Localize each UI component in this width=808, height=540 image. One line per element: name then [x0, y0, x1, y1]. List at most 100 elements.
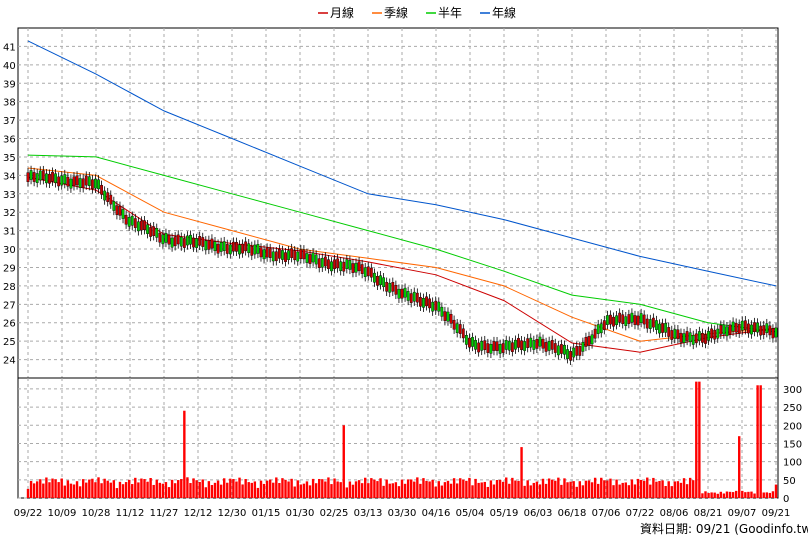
volume-tick-label: 150: [783, 439, 802, 450]
volume-bar: [342, 425, 345, 498]
candle-body: [256, 244, 260, 254]
candle-body: [189, 234, 192, 245]
volume-bar: [566, 482, 569, 498]
volume-bar: [72, 484, 76, 498]
candle-body: [284, 252, 287, 262]
volume-bar: [256, 487, 260, 498]
volume-bar: [152, 484, 155, 498]
candle-body: [94, 178, 97, 189]
candle-body: [336, 258, 340, 269]
candle-body: [425, 296, 428, 307]
candle-body: [498, 344, 502, 354]
ma-quarter-line: [27, 167, 777, 342]
candle-body: [198, 235, 202, 246]
volume-bar: [293, 486, 296, 498]
volume-bar: [695, 381, 698, 498]
ma-half-line: [27, 154, 777, 333]
volume-bar: [63, 485, 66, 498]
volume-bar: [639, 479, 643, 498]
volume-bar: [60, 478, 63, 498]
candle-body: [412, 291, 416, 302]
candle-body: [560, 344, 563, 354]
candle-body: [250, 246, 254, 256]
candle-body: [231, 241, 235, 252]
volume-bar: [219, 484, 223, 498]
candle-body: [740, 320, 744, 331]
candle-body: [299, 249, 303, 260]
candle-body: [391, 282, 395, 292]
candle-body: [544, 342, 548, 352]
candle-body: [510, 342, 514, 352]
volume-bar: [253, 481, 257, 498]
candle-body: [265, 247, 269, 258]
volume-bar: [658, 480, 661, 498]
candle-body: [397, 288, 401, 299]
candle-body: [385, 281, 389, 292]
candle-body: [434, 300, 438, 311]
candle-body: [287, 250, 290, 260]
volume-bar: [26, 488, 30, 498]
volume-bar: [517, 480, 520, 498]
volume-bar: [204, 487, 208, 498]
volume-bar: [655, 481, 658, 498]
volume-bar: [630, 479, 634, 498]
candle-body: [376, 275, 379, 286]
price-tick-label: 34: [3, 171, 16, 182]
candle-body: [176, 234, 180, 245]
volume-bar: [250, 482, 253, 498]
volume-bar: [422, 478, 425, 498]
candle-body: [507, 340, 511, 351]
candle-body: [124, 214, 128, 225]
volume-bar: [474, 478, 477, 498]
candle-body: [87, 176, 91, 186]
volume-bar: [409, 479, 413, 498]
volume-bar: [446, 480, 450, 498]
candle-body: [143, 220, 146, 231]
candle-body: [578, 346, 582, 356]
x-tick-label: 10/09: [48, 508, 77, 519]
volume-bar: [762, 492, 765, 498]
volume-bar: [560, 484, 563, 498]
volume-bar: [382, 485, 385, 498]
price-tick-label: 29: [3, 263, 16, 274]
volume-bar: [177, 480, 180, 498]
candle-body: [517, 338, 520, 348]
volume-bar: [324, 481, 327, 498]
candle-body: [173, 236, 177, 247]
volume-bar: [425, 480, 428, 498]
price-tick-label: 33: [3, 190, 16, 201]
candle-body: [146, 224, 149, 234]
candle-body: [464, 335, 468, 345]
volume-bar: [232, 479, 235, 498]
candle-body: [756, 322, 760, 333]
volume-bar: [554, 480, 557, 498]
volume-bar: [296, 480, 299, 498]
volume-bar: [216, 480, 220, 498]
candle-body: [722, 324, 726, 335]
candle-body: [66, 176, 70, 187]
volume-bar: [676, 481, 680, 498]
candle-body: [685, 331, 689, 341]
volume-bar: [75, 481, 79, 498]
volume-bar: [284, 479, 287, 498]
candle-body: [645, 318, 649, 329]
candle-body: [495, 341, 499, 351]
volume-bar: [81, 479, 85, 498]
candle-body: [627, 314, 631, 324]
candle-body: [182, 238, 186, 248]
volume-bar: [226, 482, 229, 498]
candle-body: [333, 259, 336, 270]
volume-bar: [170, 479, 174, 498]
volume-bar: [722, 493, 726, 498]
volume-bar: [750, 491, 753, 498]
volume-bar: [45, 477, 48, 498]
volume-bar: [578, 481, 582, 498]
volume-bar: [459, 478, 462, 498]
candle-body: [431, 301, 435, 312]
volume-bar: [268, 479, 272, 498]
candle-body: [247, 243, 251, 254]
volume-bar: [348, 481, 352, 498]
x-tick-label: 09/21: [762, 508, 791, 519]
price-panel: 24 25 26 27 28 29 30 31 32 33 34 35 36 37 38 39 40 41: [3, 27, 779, 379]
volume-bar: [241, 484, 244, 498]
